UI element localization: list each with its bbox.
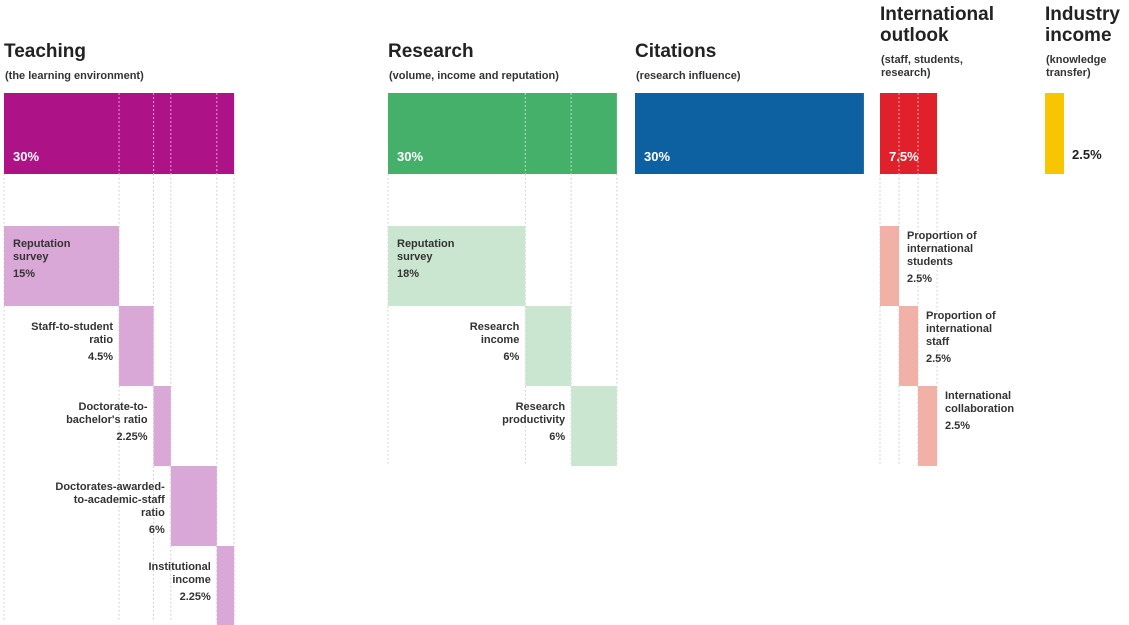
pillar-citations: Citations (research influence) 30% <box>635 41 864 174</box>
component-label: Proportion of <box>926 310 996 322</box>
component-bar <box>388 226 526 306</box>
pillar-weight-label: 30% <box>397 149 423 164</box>
pillar-title: income <box>1045 25 1112 46</box>
pillar-subtitle: (staff, students, <box>881 54 963 66</box>
component-label: staff <box>926 336 950 348</box>
pillar-title: outlook <box>880 25 949 46</box>
pillar-bar <box>388 93 617 174</box>
component-weight: 6% <box>149 524 165 536</box>
pillar-research: Research (volume, income and reputation) 3… <box>387 41 618 466</box>
component-label: Reputation <box>397 238 455 250</box>
component-bar <box>918 386 937 466</box>
pillar-weight-label: 7.5% <box>889 149 919 164</box>
component-label: income <box>172 574 211 586</box>
pillar-weight-label: 30% <box>13 149 39 164</box>
pillar-subtitle: transfer) <box>1046 67 1091 79</box>
component-label: international <box>907 243 973 255</box>
pillar-subtitle: (the learning environment) <box>5 70 144 82</box>
pillar-bar <box>1045 93 1064 174</box>
component-label: ratio <box>89 334 113 346</box>
pillar-title: Industry <box>1045 4 1120 25</box>
component-bar <box>571 386 617 466</box>
component-label: collaboration <box>945 403 1014 415</box>
component-weight: 15% <box>13 268 35 280</box>
component-label: to-academic-staff <box>74 494 165 506</box>
component-bar <box>525 306 572 386</box>
component-weight: 6% <box>503 351 519 363</box>
pillar-subtitle: research) <box>881 67 931 79</box>
component-weight: 2.5% <box>945 420 970 432</box>
component-weight: 2.25% <box>116 431 147 443</box>
pillar-subtitle: (knowledge <box>1046 54 1107 66</box>
pillar-subtitle: (volume, income and reputation) <box>389 70 559 82</box>
component-bar <box>4 226 120 306</box>
component-label: International <box>945 390 1011 402</box>
component-label: income <box>481 334 520 346</box>
component-label: Research <box>470 321 520 333</box>
component-label: Doctorates-awarded- <box>55 481 165 493</box>
pillar-weight-label: 30% <box>644 149 670 164</box>
component-label: Institutional <box>149 561 211 573</box>
component-bar <box>119 306 154 386</box>
component-bar <box>880 226 899 306</box>
pillar-weight-label: 2.5% <box>1072 147 1102 162</box>
component-bar <box>216 546 235 625</box>
pillar-teaching: Teaching (the learning environment) 30% Rep… <box>3 41 235 625</box>
component-label: Proportion of <box>907 230 977 242</box>
component-weight: 6% <box>549 431 565 443</box>
component-weight: 2.5% <box>907 273 932 285</box>
component-label: survey <box>397 251 433 263</box>
component-label: productivity <box>502 414 566 426</box>
pillar-bar <box>635 93 864 174</box>
component-label: Staff-to-student <box>31 321 113 333</box>
pillar-title: Citations <box>635 41 716 62</box>
pillar-bar <box>880 93 937 174</box>
component-bar <box>153 386 171 466</box>
component-bar <box>899 306 918 386</box>
pillar-title: Research <box>388 41 474 62</box>
pillar-title: International <box>880 4 994 25</box>
component-weight: 4.5% <box>88 351 113 363</box>
component-bar <box>170 466 217 546</box>
component-label: ratio <box>141 507 165 519</box>
component-label: Doctorate-to- <box>79 401 148 413</box>
pillar-title: Teaching <box>4 41 86 62</box>
component-label: international <box>926 323 992 335</box>
component-label: students <box>907 256 953 268</box>
pillar-subtitle: (research influence) <box>636 70 741 82</box>
component-weight: 2.5% <box>926 353 951 365</box>
component-label: Research <box>516 401 566 413</box>
component-label: survey <box>13 251 49 263</box>
component-weight: 2.25% <box>180 591 211 603</box>
component-label: Reputation <box>13 238 71 250</box>
component-weight: 18% <box>397 268 419 280</box>
component-label: bachelor's ratio <box>66 414 148 426</box>
